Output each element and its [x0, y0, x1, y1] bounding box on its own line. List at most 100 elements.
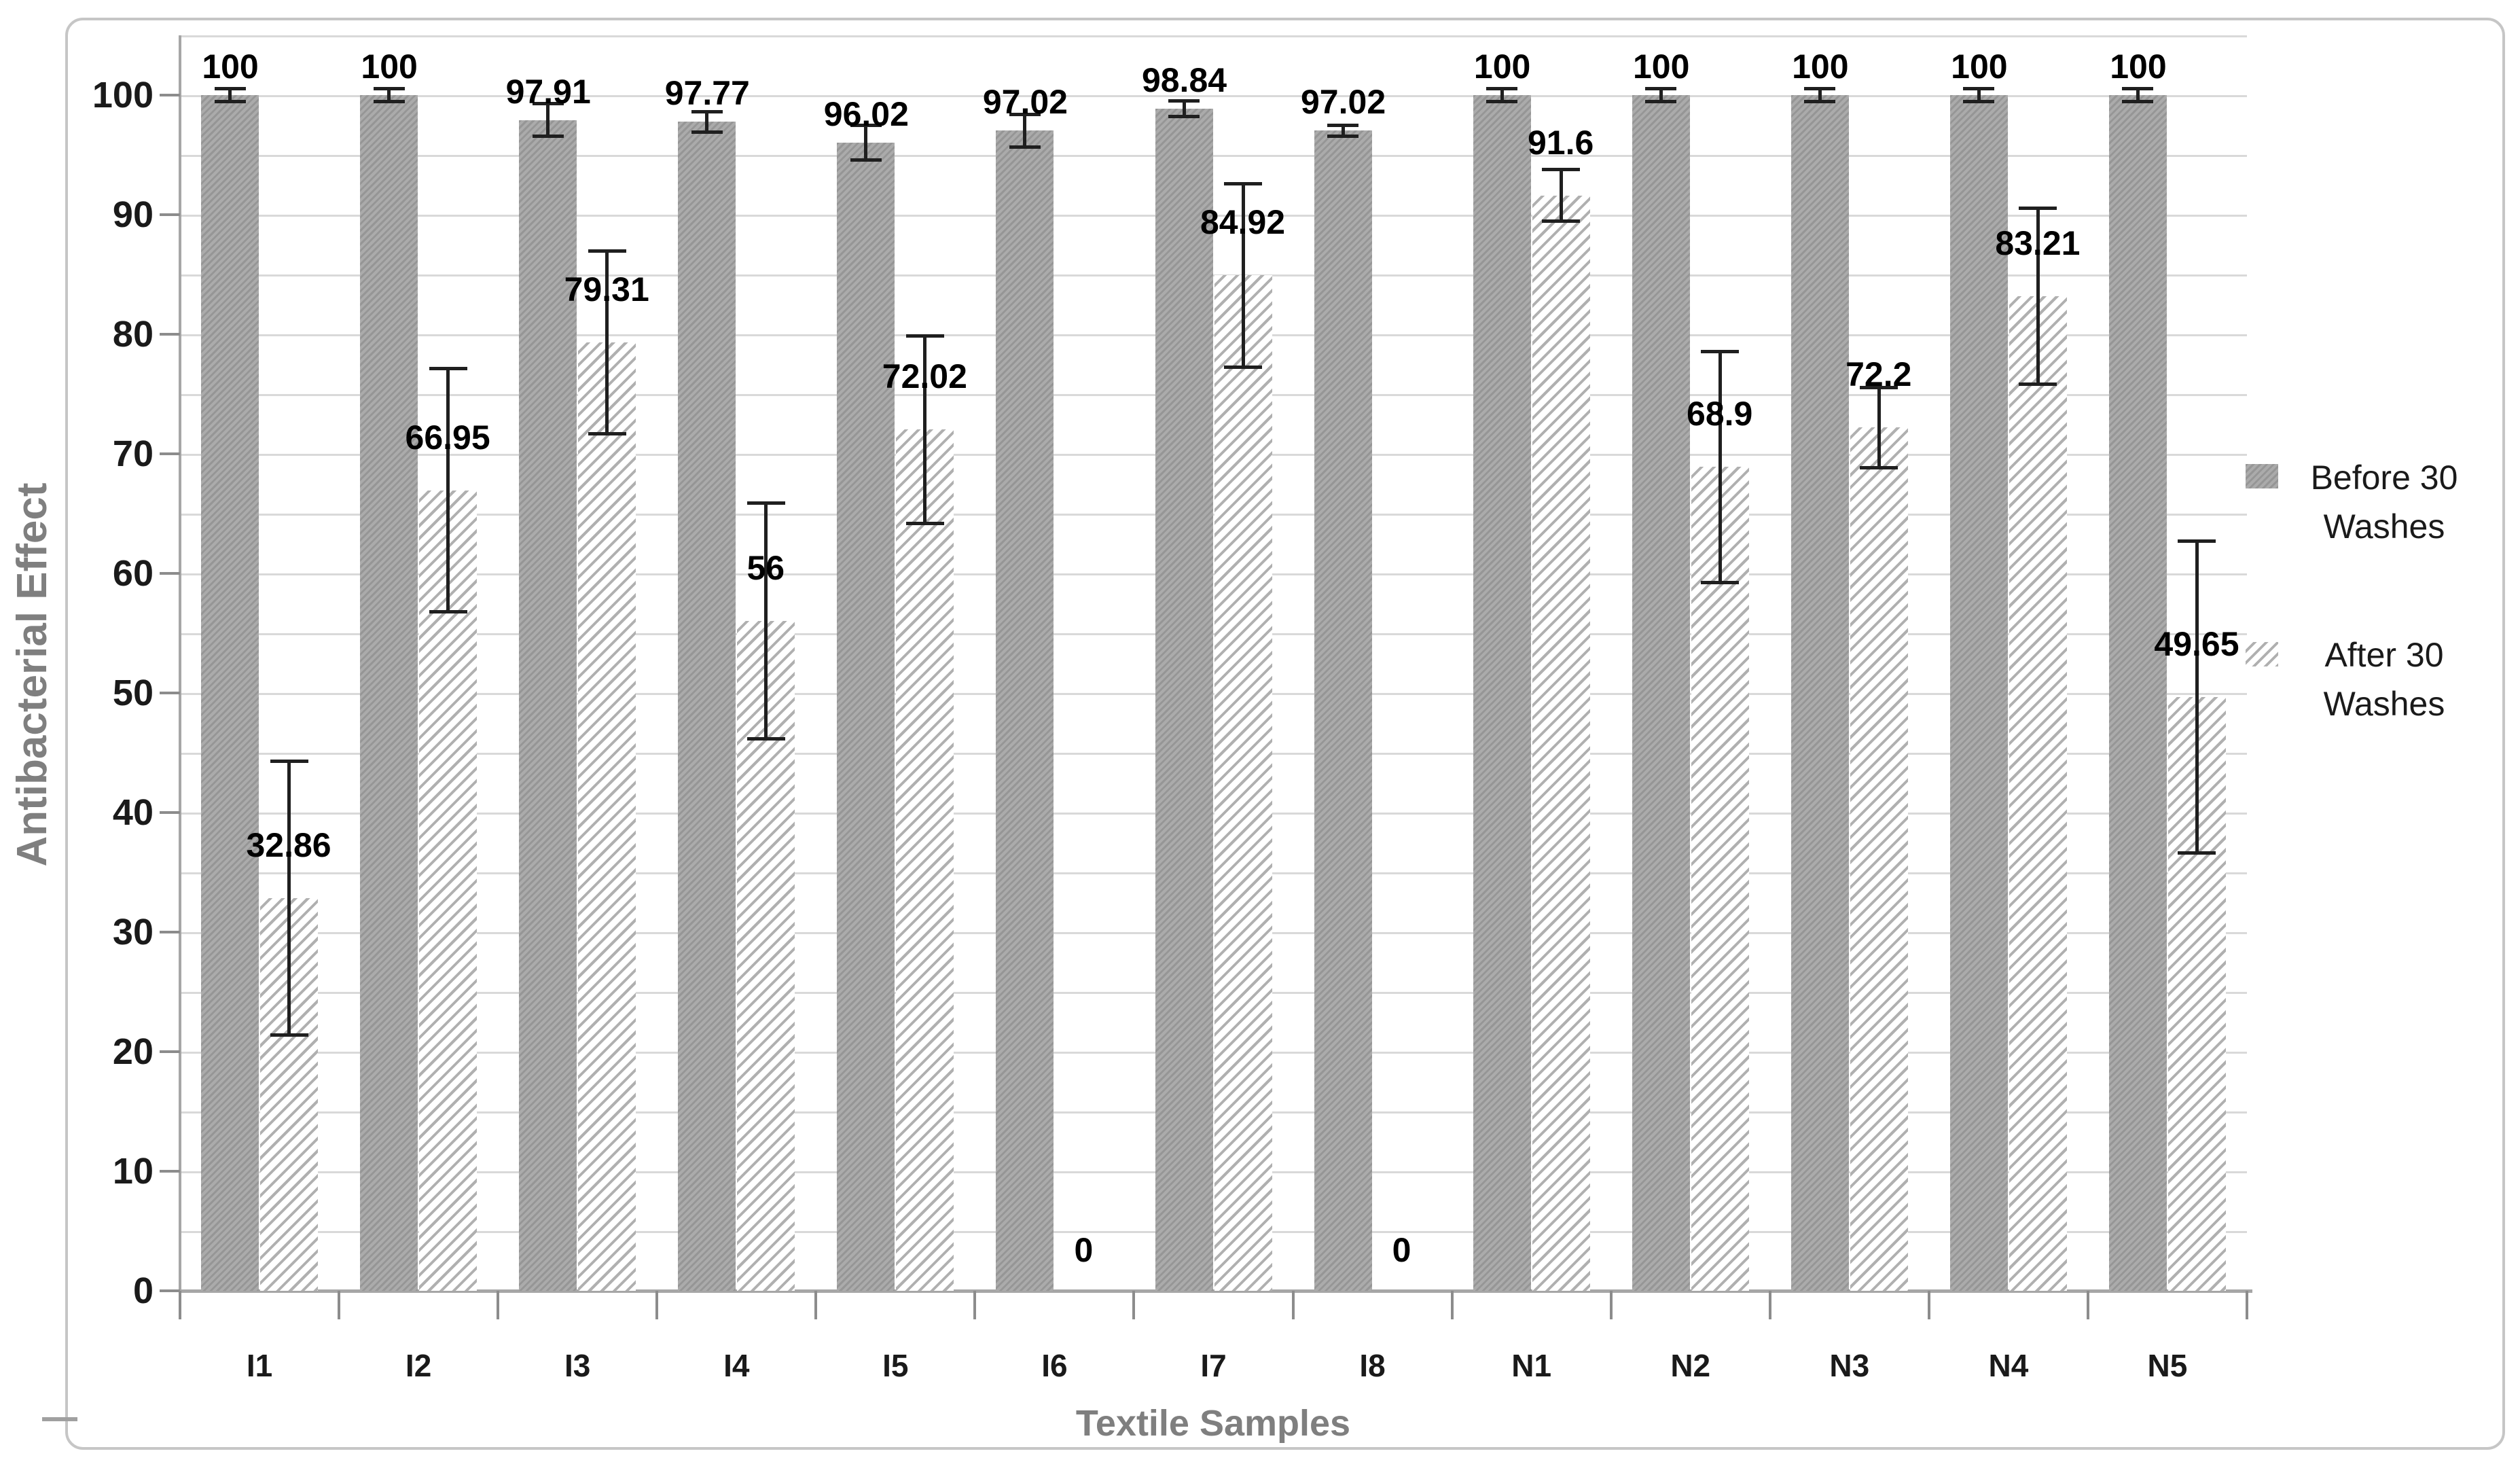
- value-label-after: 0: [1392, 1231, 1411, 1269]
- error-bar-stem: [546, 102, 550, 139]
- value-label-before: 100: [2110, 48, 2167, 86]
- value-label-before: 97.77: [664, 74, 750, 113]
- category-label: I5: [882, 1348, 909, 1383]
- error-bar-stem: [605, 249, 609, 436]
- y-tick-mark: [160, 692, 180, 694]
- value-label-before: 100: [1951, 48, 2008, 86]
- gridline: [180, 274, 2247, 277]
- gridline: [180, 155, 2247, 157]
- x-tick-mark: [338, 1291, 341, 1319]
- error-bar: [1701, 349, 1740, 584]
- value-label-after: 79.31: [564, 270, 649, 309]
- gridline: [180, 514, 2247, 516]
- error-bar-stem: [228, 86, 232, 104]
- error-bar: [1963, 86, 1995, 104]
- x-tick-mark: [497, 1291, 500, 1319]
- y-tick-label: 40: [112, 792, 154, 833]
- bar-before: [360, 95, 418, 1291]
- value-label-after: 83.21: [1995, 224, 2081, 262]
- error-bar-stem: [705, 109, 709, 134]
- bar-after: [896, 429, 954, 1291]
- stray-dash: [42, 1417, 77, 1421]
- category-label: N4: [1988, 1348, 2029, 1383]
- gridline: [180, 215, 2247, 217]
- error-bar-stem: [864, 123, 868, 162]
- y-tick-mark: [160, 452, 180, 455]
- error-bar-stem: [1559, 168, 1563, 224]
- value-label-before: 97.91: [505, 72, 591, 111]
- error-bar: [588, 249, 626, 436]
- x-tick-mark: [2246, 1291, 2248, 1319]
- category-label: I7: [1200, 1348, 1227, 1383]
- value-label-after: 66.95: [405, 418, 490, 457]
- y-tick-label: 20: [112, 1031, 154, 1072]
- bar-after: [578, 342, 636, 1291]
- gridline: [180, 932, 2247, 934]
- value-label-after: 0: [1074, 1231, 1094, 1269]
- error-bar: [2019, 206, 2057, 386]
- legend-label-after-line1: After 30: [2324, 636, 2444, 674]
- chart-border: [65, 18, 2505, 1450]
- error-bar-stem: [1718, 349, 1722, 584]
- error-bar: [1224, 182, 1262, 369]
- value-label-after: 56: [746, 549, 785, 588]
- y-tick-mark: [160, 94, 180, 96]
- y-axis-line: [179, 35, 181, 1294]
- error-bar: [2178, 539, 2216, 855]
- error-bar: [1645, 86, 1677, 104]
- gridline: [180, 35, 2247, 37]
- bar-before: [2108, 95, 2167, 1291]
- x-tick-mark: [1450, 1291, 1454, 1319]
- error-bar-stem: [1023, 113, 1027, 149]
- x-tick-mark: [814, 1291, 818, 1319]
- x-axis-title: Textile Samples: [1075, 1403, 1351, 1444]
- gridline: [180, 1171, 2247, 1173]
- error-bar: [746, 501, 785, 741]
- error-bar: [214, 86, 246, 104]
- gridline: [180, 992, 2247, 994]
- value-label-after: 32.86: [246, 825, 331, 864]
- error-bar: [532, 102, 564, 139]
- x-tick-mark: [1927, 1291, 1930, 1319]
- gridline: [180, 334, 2247, 336]
- gridline: [180, 573, 2247, 575]
- value-label-after: 72.2: [1846, 355, 1912, 394]
- error-bar-stem: [923, 334, 927, 526]
- bar-before: [1790, 95, 1849, 1291]
- category-label: I3: [564, 1348, 591, 1383]
- x-tick-mark: [1291, 1291, 1295, 1319]
- gridline: [180, 95, 2247, 97]
- value-label-after: 68.9: [1687, 395, 1753, 433]
- x-tick-mark: [973, 1291, 977, 1319]
- value-label-after: 72.02: [882, 357, 967, 396]
- gridline: [180, 813, 2247, 815]
- category-label: I8: [1359, 1348, 1386, 1383]
- y-tick-label: 100: [92, 75, 154, 115]
- category-label: I1: [246, 1348, 273, 1383]
- gridline: [180, 394, 2247, 396]
- bar-after: [1691, 467, 1749, 1291]
- y-tick-mark: [160, 572, 180, 575]
- error-bar-stem: [1818, 86, 1822, 104]
- y-tick-mark: [160, 1050, 180, 1053]
- value-label-after: 91.6: [1527, 123, 1594, 162]
- bar-before: [201, 95, 259, 1291]
- gridline: [180, 693, 2247, 695]
- category-label: I6: [1041, 1348, 1068, 1383]
- value-label-before: 100: [361, 48, 418, 86]
- bar-before: [1632, 95, 1690, 1291]
- bar-before: [519, 120, 577, 1291]
- value-label-before: 100: [1473, 48, 1531, 86]
- x-tick-mark: [179, 1291, 181, 1319]
- error-bar-stem: [1977, 86, 1981, 104]
- legend-swatch-after-icon: [2246, 642, 2278, 666]
- value-label-after: 84.92: [1200, 203, 1286, 242]
- x-tick-mark: [2086, 1291, 2089, 1319]
- legend-label-after: After 30 Washes: [2275, 630, 2493, 728]
- legend-label-before-line2: Washes: [2323, 507, 2445, 546]
- gridline: [180, 1111, 2247, 1113]
- bar-after: [419, 490, 478, 1291]
- x-tick-mark: [1132, 1291, 1136, 1319]
